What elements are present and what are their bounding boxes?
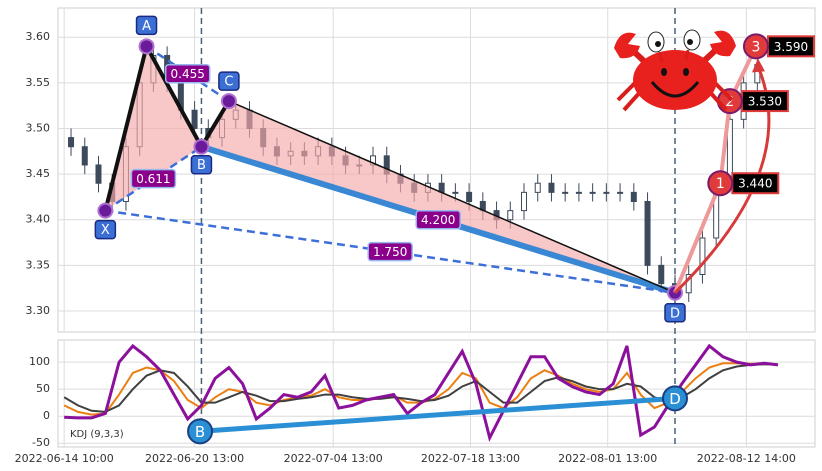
candle-body	[658, 264, 665, 285]
y-tick-label: 3.40	[26, 213, 51, 226]
candle-body	[699, 237, 706, 276]
y-tick-label: 3.60	[26, 30, 51, 43]
pattern-leg	[228, 100, 676, 294]
point-label-box	[218, 71, 240, 91]
ratio-label: 1.750	[373, 245, 407, 259]
crab-icon	[614, 29, 736, 112]
candle-body	[452, 191, 459, 194]
point-label: D	[670, 306, 680, 321]
divergence-point	[187, 418, 214, 445]
pattern-area	[201, 101, 675, 293]
x-tick-label: 2022-08-01 13:00	[558, 452, 657, 465]
candle-body	[191, 109, 198, 129]
x-tick-label: 2022-07-18 13:00	[421, 452, 520, 465]
point-label-box	[94, 219, 117, 240]
candle-body	[95, 164, 102, 184]
candle-body	[548, 182, 555, 193]
target-label: 3	[752, 39, 761, 55]
target-path	[673, 45, 758, 294]
ratio-box	[130, 168, 177, 189]
pattern-ratio-line	[145, 45, 230, 103]
candle-body	[685, 274, 692, 294]
candle-body	[603, 191, 610, 194]
ratio-box	[164, 63, 211, 84]
target-value: 3.440	[738, 177, 772, 191]
pattern-point	[138, 38, 155, 55]
target-arrow-head	[751, 58, 765, 73]
pattern-area	[105, 46, 202, 211]
candle-body	[644, 200, 651, 266]
pattern-leg	[103, 45, 149, 212]
y-tick-label: 0	[43, 409, 50, 422]
pattern-leg	[144, 45, 204, 148]
ratio-label: 0.611	[136, 172, 170, 186]
candle-body	[466, 191, 473, 202]
pattern-point	[220, 93, 237, 110]
candle-body	[521, 191, 528, 212]
y-tick-label: 3.35	[26, 258, 51, 271]
y-tick-label: 3.55	[26, 76, 51, 89]
candle-body	[68, 137, 75, 148]
divergence-line	[199, 395, 676, 434]
candle-body	[617, 191, 624, 194]
candle-body	[507, 210, 514, 221]
y-tick-label: -50	[32, 436, 50, 449]
target-label: 2	[725, 94, 734, 110]
x-tick-label: 2022-08-12 14:00	[697, 452, 796, 465]
pattern-leg	[199, 100, 231, 148]
ratio-label: 4.200	[421, 213, 455, 227]
ratio-box	[415, 209, 461, 230]
target-value: 3.590	[774, 40, 808, 54]
y-tick-label: 50	[36, 382, 50, 395]
divergence-label: D	[669, 390, 681, 408]
candle-body	[589, 191, 596, 194]
indicator-label: KDJ (9,3,3)	[70, 429, 124, 440]
ratio-box	[367, 241, 413, 262]
point-label-box	[664, 303, 686, 323]
point-label-box	[135, 15, 158, 36]
target-point	[707, 170, 734, 197]
point-label: B	[197, 158, 206, 173]
y-tick-label: 3.45	[26, 167, 51, 180]
point-label: X	[101, 223, 110, 238]
divergence-label: B	[195, 423, 205, 441]
ratio-label: 0.455	[171, 67, 205, 81]
x-tick-label: 2022-06-20 13:00	[145, 452, 244, 465]
candle-body	[562, 191, 569, 194]
pattern-point	[97, 202, 114, 219]
target-value: 3.530	[748, 95, 782, 109]
pattern-point	[193, 138, 210, 155]
point-label-box	[190, 154, 213, 175]
y-tick-label: 3.30	[26, 304, 51, 317]
candle-body	[81, 146, 88, 166]
x-tick-label: 2022-07-04 13:00	[284, 452, 383, 465]
point-label: C	[224, 75, 233, 90]
candle-body	[630, 191, 637, 202]
target-point	[742, 33, 769, 60]
kdj-line	[64, 343, 779, 443]
divergence-point	[661, 385, 688, 412]
y-tick-label: 3.50	[26, 121, 51, 134]
y-tick-label: 100	[29, 355, 50, 368]
candle-body	[534, 182, 541, 193]
candle-body	[575, 191, 582, 194]
x-tick-label: 2022-06-14 10:00	[15, 452, 114, 465]
target-label: 1	[716, 176, 725, 192]
point-label: A	[142, 19, 151, 34]
